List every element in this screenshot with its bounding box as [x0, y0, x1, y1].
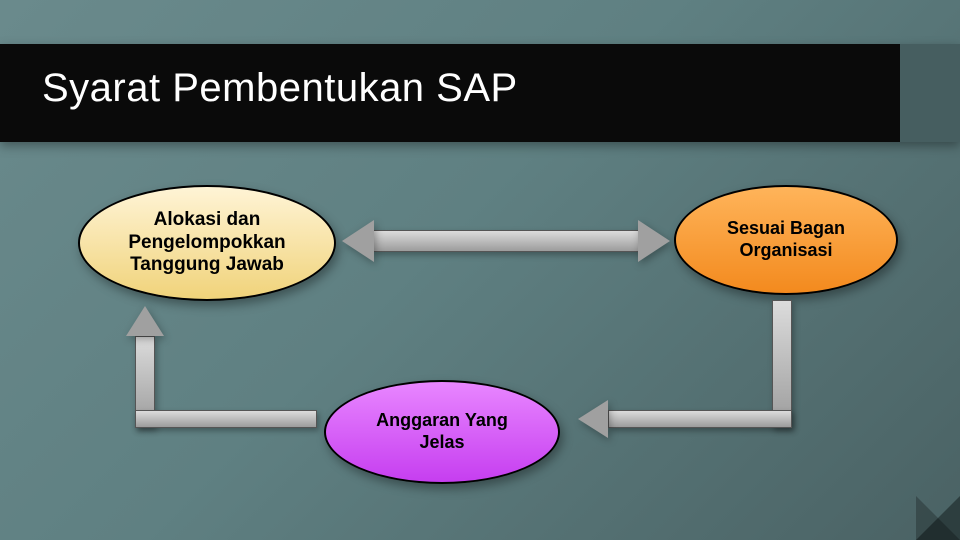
node-sesuai: Sesuai Bagan Organisasi	[674, 185, 898, 295]
arrow-elbow1-horizontal	[135, 410, 317, 428]
arrow-head-left	[342, 220, 374, 262]
accent-block	[900, 44, 960, 142]
arrow-elbow2-horizontal	[608, 410, 792, 428]
node-alokasi: Alokasi dan Pengelompokkan Tanggung Jawa…	[78, 185, 336, 301]
slide-title: Syarat Pembentukan SAP	[42, 66, 518, 111]
node-label: Alokasi dan Pengelompokkan Tanggung Jawa…	[128, 209, 285, 277]
arrow-elbow2-head-left	[578, 400, 608, 438]
arrow-elbow2-vertical	[772, 300, 792, 428]
arrow-head-right	[638, 220, 670, 262]
arrow-elbow1-head	[126, 306, 164, 336]
arrow-horizontal	[372, 230, 640, 252]
corner-fold	[916, 496, 960, 540]
node-label: Sesuai Bagan Organisasi	[727, 218, 845, 261]
node-anggaran: Anggaran Yang Jelas	[324, 380, 560, 484]
node-label: Anggaran Yang Jelas	[376, 410, 508, 453]
